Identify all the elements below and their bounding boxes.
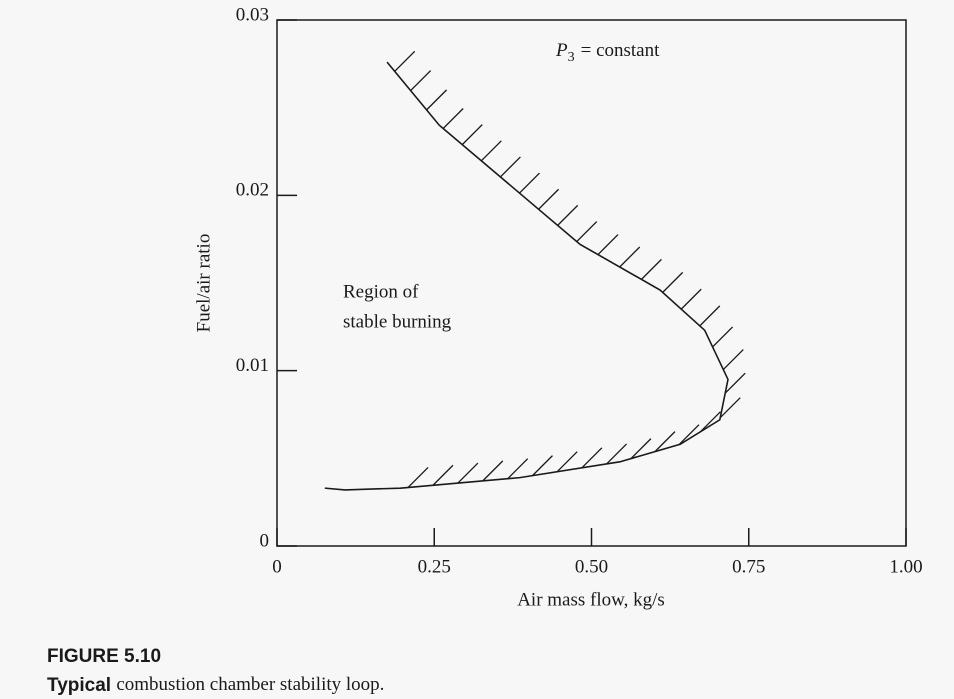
- annotation: stable burning: [343, 311, 452, 332]
- hatch: [556, 451, 578, 473]
- hatch: [581, 447, 603, 469]
- curve: [324, 61, 729, 491]
- hatch: [507, 458, 529, 480]
- hatch: [457, 462, 479, 484]
- hatch: [499, 156, 521, 178]
- hatch: [662, 271, 684, 293]
- y-tick-label: 0.01: [236, 355, 269, 376]
- x-tick-label: 0.75: [732, 556, 765, 577]
- hatch: [719, 397, 741, 419]
- hatch: [654, 431, 676, 453]
- hatch: [482, 460, 504, 482]
- hatch: [597, 234, 619, 256]
- annotation-text: = constant: [581, 40, 661, 61]
- y-tick-label: 0.02: [236, 180, 269, 201]
- hatch: [461, 124, 483, 146]
- hatch: [557, 204, 579, 226]
- hatch: [640, 258, 662, 280]
- hatch: [538, 188, 560, 210]
- hatch: [576, 221, 598, 242]
- annotation-symbol: P: [555, 40, 568, 61]
- hatch: [480, 140, 502, 162]
- x-tick-label: 1.00: [889, 556, 922, 577]
- annotation: Region of: [343, 281, 419, 302]
- caption: Typical combustion chamber stability loo…: [47, 674, 384, 696]
- hatch: [519, 172, 540, 194]
- hatch: [699, 305, 721, 327]
- hatch: [699, 411, 721, 433]
- hatch: [722, 349, 744, 370]
- y-tick-label: 0: [260, 530, 270, 551]
- hatch: [724, 372, 746, 394]
- hatch: [606, 443, 628, 465]
- hatch: [619, 246, 641, 268]
- caption-label: FIGURE 5.10: [47, 646, 161, 667]
- annotation-subscript: 3: [568, 50, 575, 65]
- hatch: [410, 70, 432, 92]
- x-tick-label: 0: [272, 556, 282, 577]
- hatch: [680, 288, 702, 310]
- x-axis-title: Air mass flow, kg/s: [517, 589, 665, 610]
- x-tick-label: 0.25: [418, 556, 451, 577]
- hatch: [630, 438, 652, 460]
- hatch: [426, 89, 448, 111]
- hatch: [407, 466, 429, 488]
- hatch: [394, 50, 416, 72]
- caption-text: combustion chamber stability loop.: [116, 674, 384, 695]
- x-tick-label: 0.50: [575, 556, 608, 577]
- hatch: [712, 326, 734, 348]
- caption-lead: Typical: [47, 675, 111, 696]
- hatch: [432, 464, 454, 486]
- y-tick-label: 0.03: [236, 4, 269, 25]
- hatch: [532, 455, 553, 477]
- hatch: [678, 424, 700, 446]
- hatch: [442, 108, 464, 129]
- y-axis-title: Fuel/air ratio: [193, 234, 214, 333]
- annotation: P3 = constant: [555, 40, 660, 65]
